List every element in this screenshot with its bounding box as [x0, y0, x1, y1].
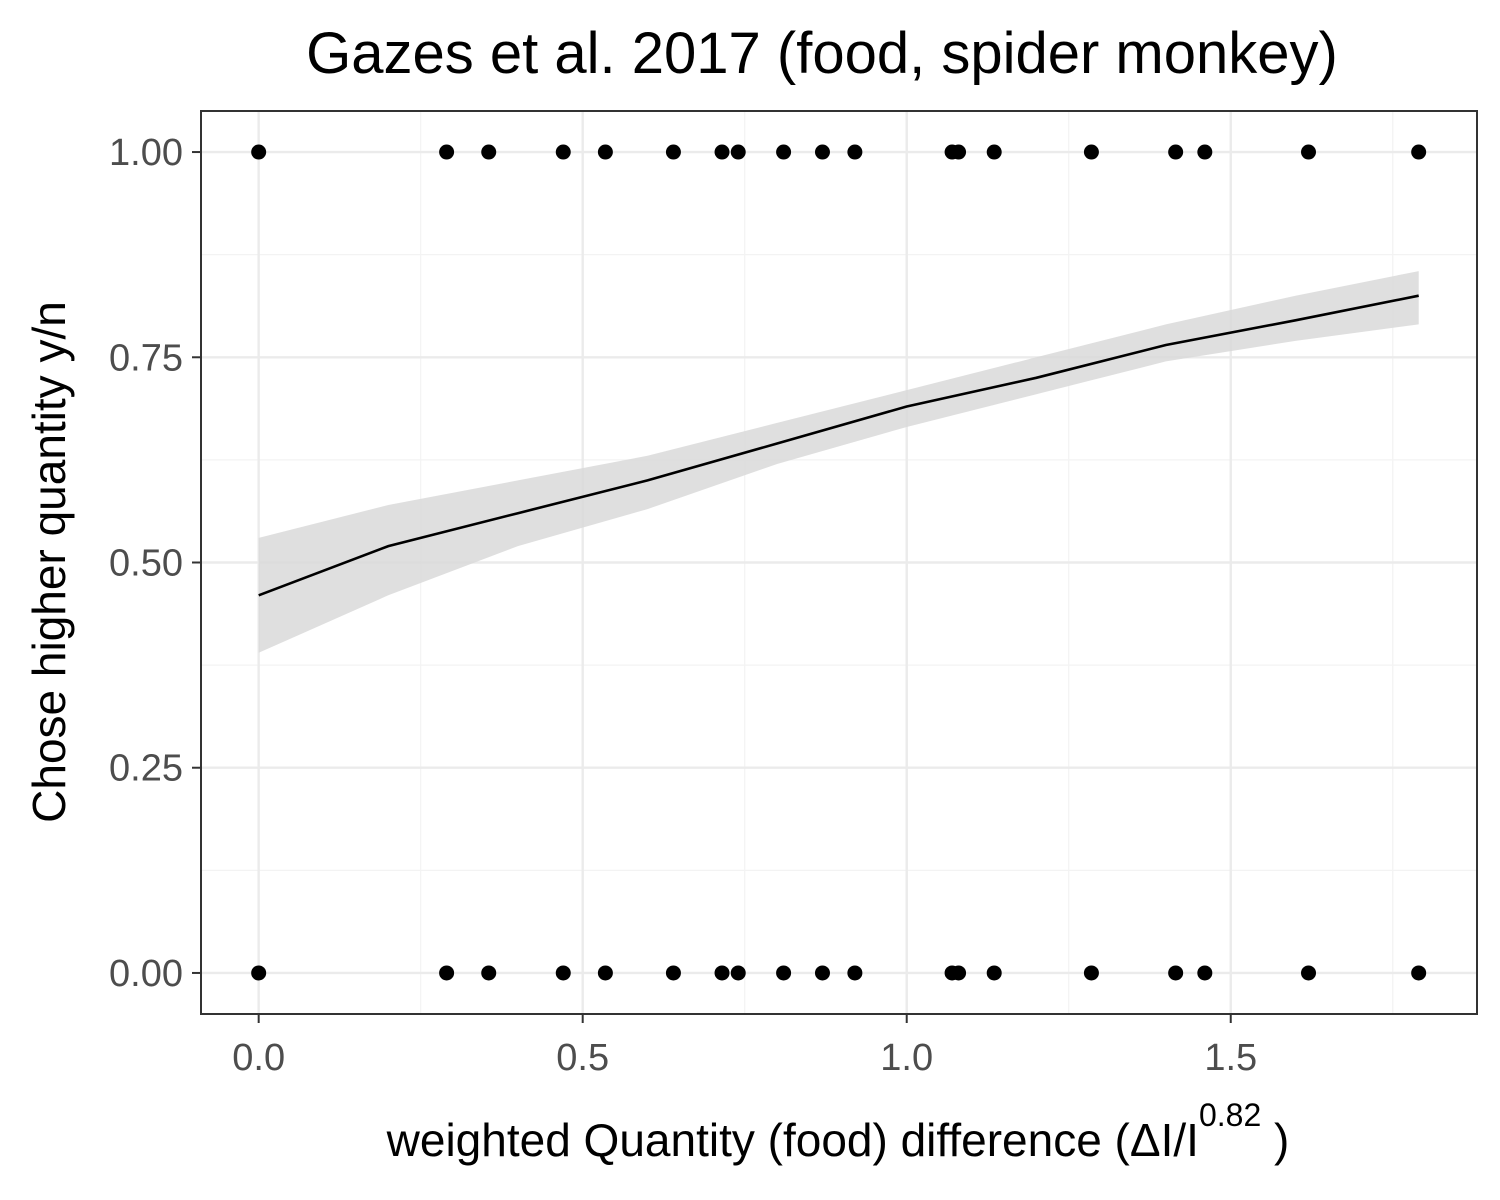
x-axis-label-main: weighted Quantity (food) difference (ΔI/… [386, 1114, 1199, 1166]
data-point [665, 965, 681, 981]
y-tick-label: 0.25 [109, 748, 183, 790]
data-point [597, 965, 613, 981]
confidence-band-layer [258, 271, 1419, 653]
x-axis-label: weighted Quantity (food) difference (ΔI/… [386, 1097, 1290, 1166]
x-axis-label-suffix: ) [1261, 1114, 1289, 1166]
major-grid [201, 111, 1477, 1014]
y-tick-label: 0.50 [109, 543, 183, 585]
data-point [714, 144, 730, 160]
data-point [1197, 965, 1213, 981]
data-point [951, 965, 967, 981]
data-point [1083, 965, 1099, 981]
data-point [1168, 965, 1184, 981]
data-point [814, 144, 830, 160]
data-point [776, 144, 792, 160]
minor-grid [201, 111, 1477, 1014]
data-point [730, 965, 746, 981]
data-point [730, 144, 746, 160]
x-tick-label: 1.0 [880, 1037, 933, 1079]
chart-title: Gazes et al. 2017 (food, spider monkey) [306, 21, 1338, 86]
data-point [714, 965, 730, 981]
data-point [986, 144, 1002, 160]
y-tick-label: 1.00 [109, 132, 183, 174]
data-point [251, 144, 267, 160]
data-point [814, 965, 830, 981]
x-axis-ticks: 0.0 0.5 1.0 1.5 [232, 1014, 1257, 1079]
x-tick-label: 1.5 [1204, 1037, 1257, 1079]
data-point [481, 144, 497, 160]
data-point [986, 965, 1002, 981]
y-axis-label: Chose higher quantity y/n [23, 301, 75, 823]
data-point [847, 144, 863, 160]
data-point [1197, 144, 1213, 160]
y-tick-label: 0.75 [109, 337, 183, 379]
x-tick-label: 0.0 [232, 1037, 285, 1079]
data-point [555, 965, 571, 981]
data-point [665, 144, 681, 160]
data-points [251, 144, 1427, 981]
x-axis-label-superscript: 0.82 [1199, 1097, 1261, 1133]
data-point [1168, 144, 1184, 160]
data-point [439, 144, 455, 160]
data-point [1083, 144, 1099, 160]
fit-line [258, 294, 1419, 597]
data-point [1411, 144, 1427, 160]
y-axis-ticks: 0.00 0.25 0.50 0.75 1.00 [109, 132, 201, 995]
data-point [439, 965, 455, 981]
fit-line-layer [258, 294, 1419, 597]
data-point [1411, 965, 1427, 981]
y-tick-label: 0.00 [109, 953, 183, 995]
data-point [1301, 965, 1317, 981]
data-point [251, 965, 267, 981]
data-point [847, 965, 863, 981]
confidence-band [258, 271, 1419, 653]
x-tick-label: 0.5 [556, 1037, 609, 1079]
data-point [951, 144, 967, 160]
data-point [776, 965, 792, 981]
data-point [597, 144, 613, 160]
data-point [1301, 144, 1317, 160]
data-point [555, 144, 571, 160]
data-point [481, 965, 497, 981]
